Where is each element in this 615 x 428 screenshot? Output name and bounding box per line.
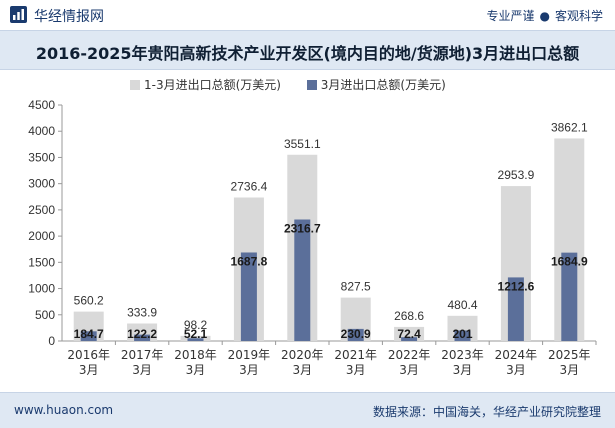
bar-march [80, 331, 97, 341]
x-tick-label: 2020年 [281, 348, 324, 362]
data-label-march: 1684.9 [551, 255, 588, 269]
data-label-ytd: 2953.9 [498, 168, 535, 182]
data-label-ytd: 333.9 [127, 305, 157, 319]
y-tick-label: 1000 [28, 282, 55, 296]
data-label-march: 1212.6 [498, 279, 535, 293]
y-tick-label: 3000 [28, 177, 55, 191]
data-label-ytd: 98.2 [184, 318, 208, 332]
footer-bar: www.huaon.com 数据来源：中国海关，华经产业研究院整理 [0, 392, 615, 428]
x-tick-label: 2023年 [441, 348, 484, 362]
x-tick-label: 2016年 [67, 348, 110, 362]
brand-name[interactable]: 华经情报网 [34, 9, 104, 25]
y-tick-label: 2000 [28, 229, 55, 243]
data-label-march: 72.4 [397, 327, 421, 341]
x-tick-label: 3月 [559, 363, 579, 377]
x-tick-label: 3月 [346, 363, 366, 377]
tagline-objective: 客观科学 [554, 9, 603, 23]
y-tick-label: 500 [35, 308, 55, 322]
data-label-march: 184.7 [74, 327, 104, 341]
y-tick-label: 1500 [28, 255, 55, 269]
y-tick-label: 4000 [28, 124, 55, 138]
legend-item-ytd: 1-3月进出口总额(万美元) [130, 76, 281, 93]
data-label-march: 201 [452, 327, 472, 341]
bar-chart: 0 500 1000 1500 2000 2500 3000 3500 4000 4500 560.… [28, 98, 597, 377]
legend-swatch-march [306, 80, 317, 90]
y-tick-label: 0 [48, 334, 55, 348]
x-tick-label: 2022年 [388, 348, 431, 362]
top-bar: 华经情报网 专业严谨 ● 客观科学 [0, 0, 615, 30]
x-tick-label: 3月 [239, 363, 259, 377]
data-label-march: 230.9 [341, 327, 371, 341]
bar-march [240, 252, 257, 341]
data-label-march: 1687.8 [231, 254, 268, 268]
legend-label-ytd: 1-3月进出口总额(万美元) [144, 78, 281, 92]
chart-legend: 1-3月进出口总额(万美元) 3月进出口总额(万美元) [130, 76, 468, 92]
data-label-ytd: 3862.1 [551, 120, 588, 134]
tagline-professional: 专业严谨 [486, 9, 535, 23]
footer-source-note: 数据来源：中国海关，华经产业研究院整理 [372, 405, 601, 419]
data-label-march: 122.2 [127, 327, 157, 341]
bar-march [561, 252, 578, 341]
y-tick-label: 3500 [28, 150, 55, 164]
bar-march [347, 328, 364, 341]
legend-swatch-ytd [130, 80, 140, 90]
x-tick-label: 3月 [79, 363, 99, 377]
x-tick-label: 2019年 [228, 348, 271, 362]
bar-march [401, 337, 418, 341]
tagline: 专业严谨 ● 客观科学 [486, 7, 603, 24]
x-tick-label: 2017年 [121, 348, 164, 362]
chart-title: 2016-2025年贵阳高新技术产业开发区(境内目的地/货源地)3月进出口总额 [35, 44, 580, 63]
x-tick-label: 3月 [292, 363, 312, 377]
x-tick-label: 3月 [453, 363, 473, 377]
tagline-separator: ● [539, 9, 550, 23]
x-tick-label: 3月 [399, 363, 419, 377]
y-tick-label: 4500 [28, 98, 55, 112]
bar-march [454, 330, 471, 341]
bar-march [294, 219, 311, 341]
x-tick-label: 2025年 [548, 348, 591, 362]
bar-march [187, 338, 204, 341]
data-label-ytd: 3551.1 [284, 137, 321, 151]
x-tick-label: 3月 [186, 363, 206, 377]
bar-march [134, 334, 151, 341]
data-label-ytd: 560.2 [74, 294, 104, 308]
data-label-ytd: 827.5 [341, 280, 371, 294]
legend-item-march: 3月进出口总额(万美元) [306, 76, 446, 93]
data-label-ytd: 268.6 [394, 309, 424, 323]
x-tick-label: 2024年 [495, 348, 538, 362]
title-bar: 2016-2025年贵阳高新技术产业开发区(境内目的地/货源地)3月进出口总额 [0, 30, 615, 70]
x-tick-label: 3月 [132, 363, 152, 377]
x-tick-label: 3月 [506, 363, 526, 377]
data-label-ytd: 480.4 [447, 298, 477, 312]
data-label-march: 2316.7 [284, 222, 321, 236]
data-label-march: 52.1 [184, 327, 208, 341]
x-tick-label: 2021年 [334, 348, 377, 362]
y-tick-label: 2500 [28, 203, 55, 217]
legend-label-march: 3月进出口总额(万美元) [320, 78, 446, 92]
bar-march [507, 277, 524, 341]
brand-logo-icon [10, 6, 27, 23]
footer-url-link[interactable]: www.huaon.com [14, 403, 114, 417]
x-tick-label: 2018年 [174, 348, 217, 362]
data-label-ytd: 2736.4 [231, 179, 268, 193]
